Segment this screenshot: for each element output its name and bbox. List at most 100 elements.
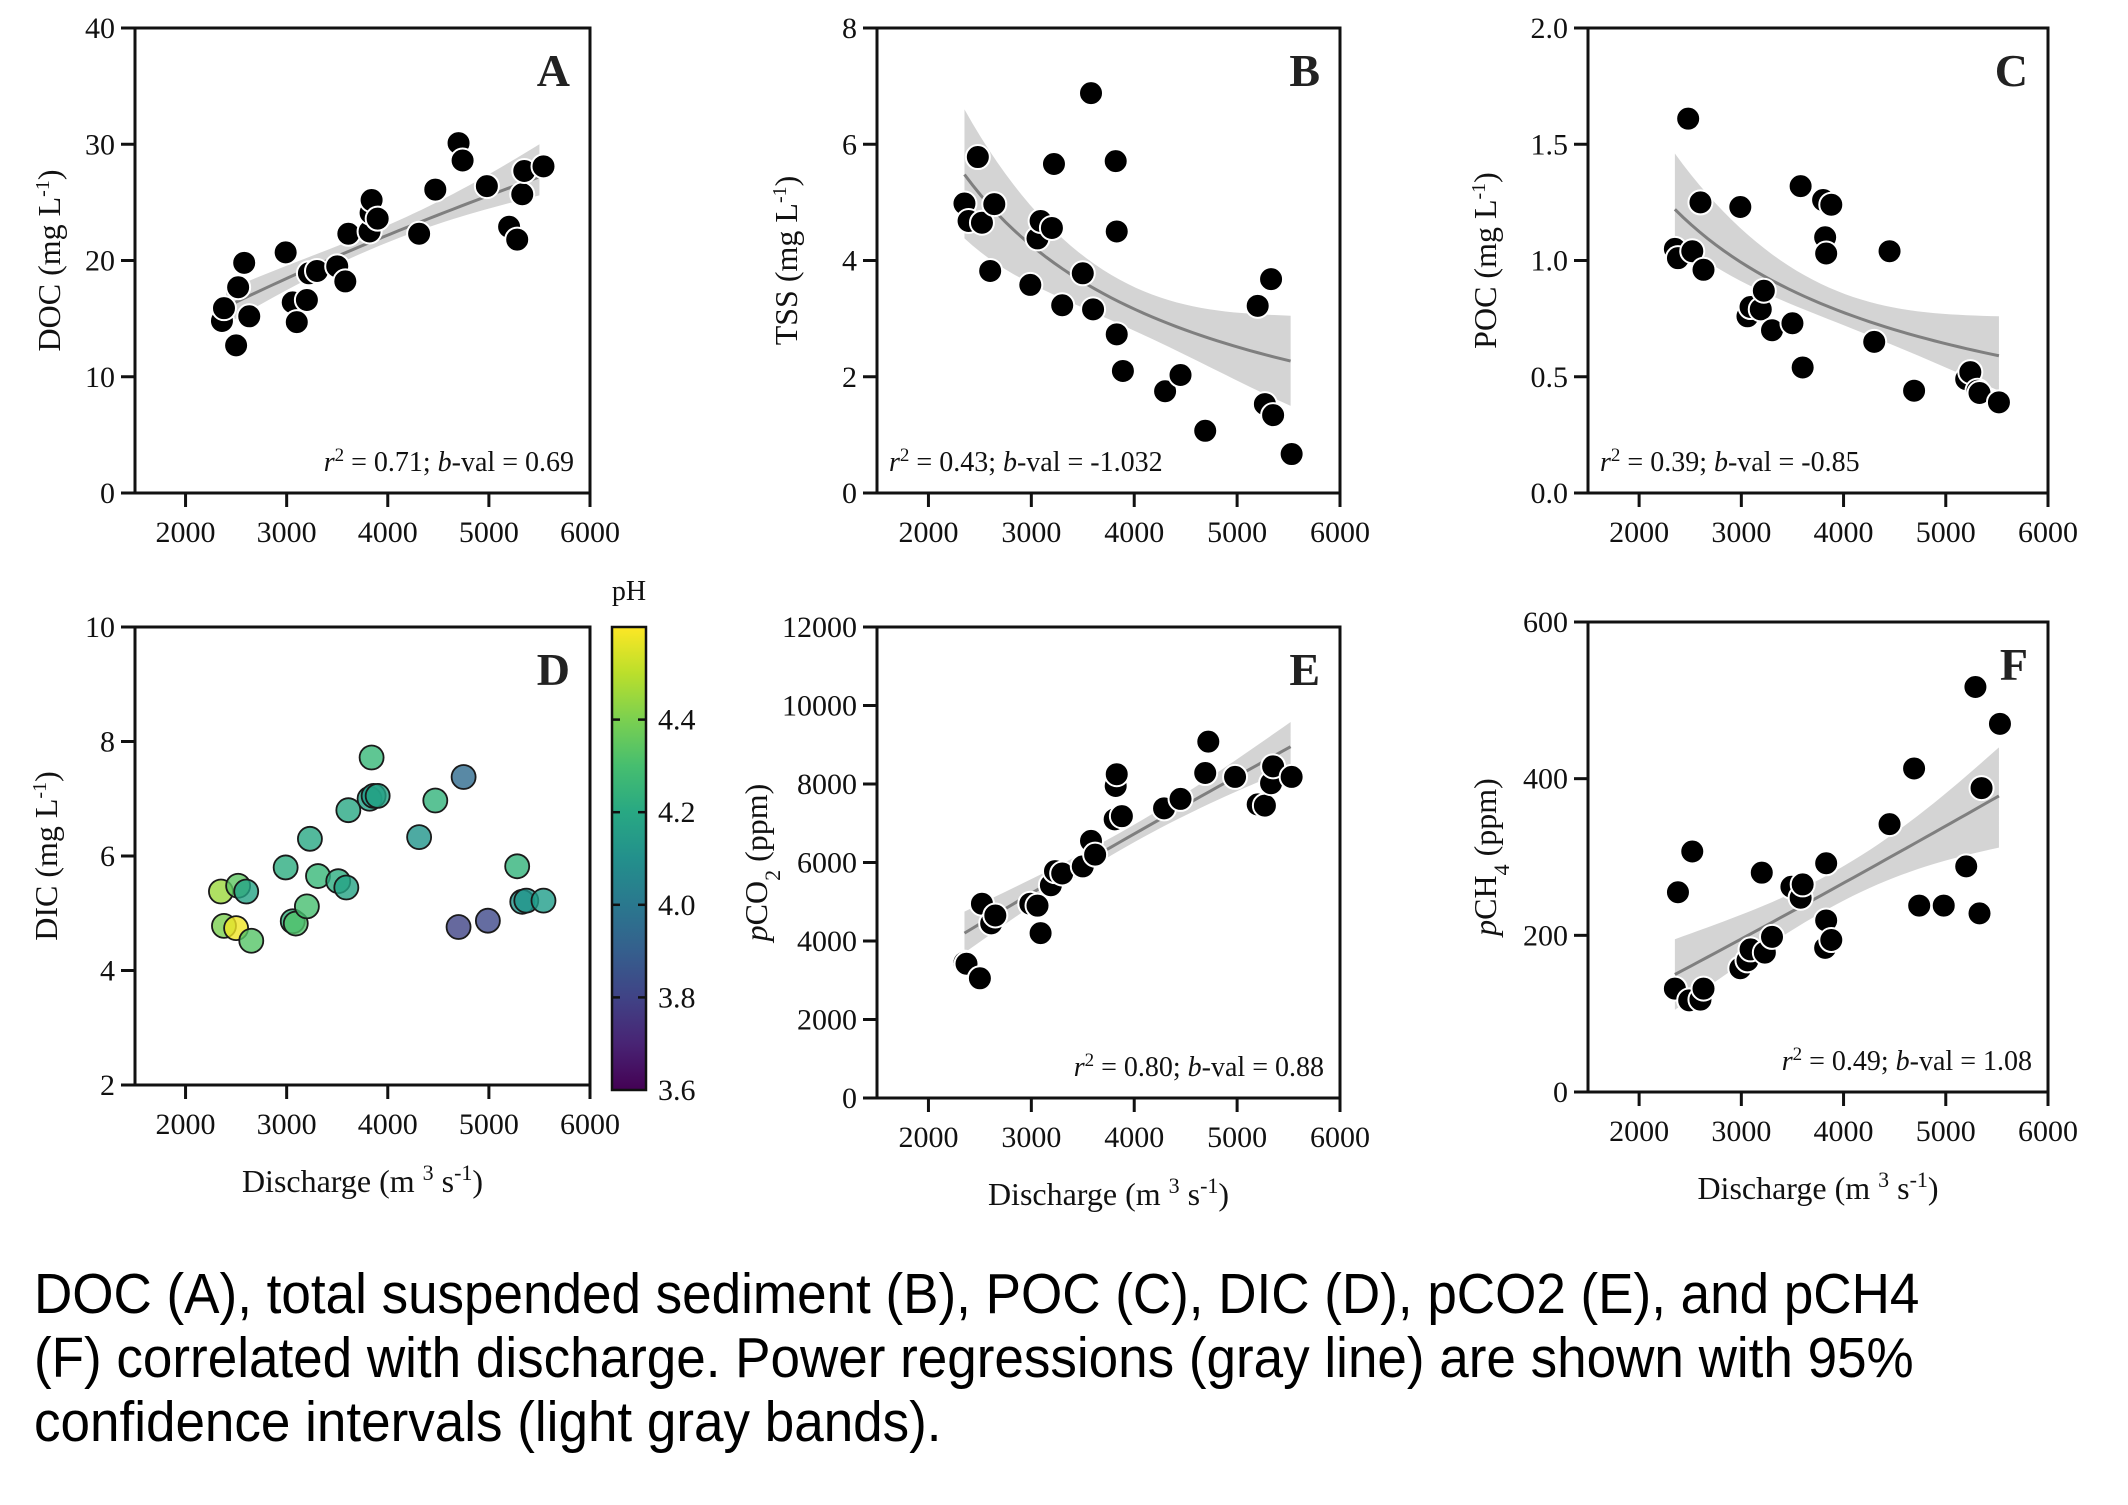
y-tick-label: 1.0 [1531,245,1569,278]
colorbar [610,625,648,1092]
data-point [297,825,323,852]
data-point [1152,378,1179,405]
x-tick-label: 5000 [1916,1115,1976,1148]
data-point [1779,310,1806,337]
data-point [504,226,531,253]
panel-letter: B [1289,45,1320,96]
y-axis-title: POC (mg L-1) [1467,172,1503,349]
regression-stats: r2 = 0.39; b-val = -0.85 [1600,445,1860,479]
y-tick-label: 20 [85,245,115,278]
data-point [1789,871,1816,898]
y-tick-label: 6 [842,128,857,161]
data-point [977,257,1004,284]
data-point [1108,803,1135,830]
data-point [450,764,477,790]
y-tick-label: 12000 [782,611,857,644]
data-point [1985,389,2012,416]
data-point [1813,850,1840,877]
data-point [1679,838,1706,865]
y-tick-label: 10 [85,361,115,394]
data-point [358,744,385,771]
data-point [1251,792,1278,819]
colorbar-tick-label: 4.0 [658,889,696,922]
data-point [473,173,500,200]
y-tick-label: 2 [842,361,857,394]
data-point [1103,321,1130,348]
y-tick-label: 0.5 [1531,361,1569,394]
data-point [422,787,449,814]
data-point [1953,853,1980,880]
x-tick-label: 3000 [1711,1115,1771,1148]
y-tick-label: 200 [1523,919,1568,952]
x-tick-label: 4000 [1814,1115,1874,1148]
data-point [1901,377,1928,404]
x-tick-label: 2000 [1609,516,1669,549]
data-point [1876,238,1903,265]
colorbar-tick-label: 4.2 [658,796,696,829]
data-point [1759,923,1785,950]
data-point [968,209,995,236]
panel-d: 2 4 6 8 10 2000 3000 4000 5000 6000 D DIC (mg L-1) D… [28,576,696,1199]
x-tick-label: 6000 [560,516,620,549]
data-point [1102,148,1129,175]
data-point [422,176,449,203]
x-axis-title: Discharge (m 3 s-1) [1697,1167,1938,1207]
data-point [283,309,310,336]
y-tick-label: 0.0 [1531,477,1569,510]
data-point [223,332,250,359]
figure-caption: DOC (A), total suspended sediment (B), P… [34,1262,1920,1454]
panel-letter: E [1289,644,1320,695]
y-tick-label: 0 [842,1082,857,1115]
x-tick-label: 2000 [156,1108,216,1141]
data-point [1167,362,1194,389]
regression-stats: r2 = 0.49; b-val = 1.08 [1782,1044,2032,1078]
data-point [1244,292,1271,319]
x-tick-label: 3000 [1711,516,1771,549]
data-point [335,220,362,247]
data-point [364,205,391,232]
x-tick-label: 4000 [1814,516,1874,549]
panel-b: 0 2 4 6 8 2000 3000 4000 5000 6000 B TSS (mg L-1) r2… [768,12,1370,549]
y-tick-label: 6000 [797,847,857,880]
y-tick-label: 600 [1523,606,1568,639]
data-point [335,797,362,824]
colorbar-tick-label: 4.4 [658,704,696,737]
data-point [1038,214,1065,241]
data-point [1818,927,1845,954]
data-point [1024,892,1051,919]
y-tick-label: 8000 [797,768,857,801]
x-tick-label: 3000 [257,516,317,549]
regression-stats: r2 = 0.43; b-val = -1.032 [889,445,1163,479]
data-point [1017,271,1044,298]
x-tick-label: 3000 [257,1108,317,1141]
data-point [1040,151,1067,178]
data-point [1260,402,1287,429]
x-tick-label: 2000 [898,1121,958,1154]
confidence-band [964,109,1291,406]
x-tick-label: 4000 [1104,1121,1164,1154]
colorbar-tick-label: 3.6 [658,1074,696,1107]
data-point [364,782,391,809]
y-axis-title: DOC (mg L-1) [31,170,67,352]
x-tick-label: 5000 [1207,516,1267,549]
data-point [1069,260,1096,287]
x-tick-label: 5000 [1916,516,1976,549]
data-point [1675,105,1702,132]
data-point [236,303,263,330]
data-point [231,249,258,276]
data-point [1690,975,1717,1002]
data-point [1222,763,1249,790]
y-axis-title: pCO2 (ppm) [738,784,785,944]
data-point [210,295,237,322]
plot-frame [1586,620,2050,1094]
regression-stats: r2 = 0.80; b-val = 0.88 [1074,1050,1324,1084]
data-point [1080,296,1107,323]
data-point [293,893,320,920]
data-point [1258,266,1285,293]
regression-stats: r2 = 0.71; b-val = 0.69 [324,445,574,479]
data-point [1078,80,1105,107]
data-point [333,874,360,901]
panel-letter: F [2000,639,2028,690]
y-tick-label: 2000 [797,1004,857,1037]
data-point [1664,879,1691,906]
